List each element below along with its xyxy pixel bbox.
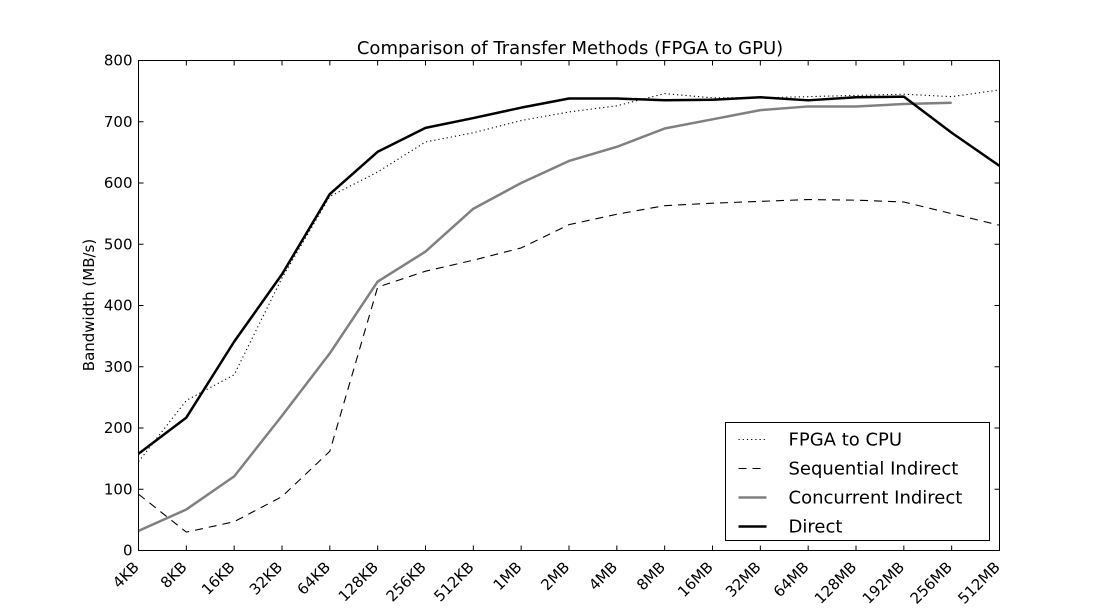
legend-label-2: Concurrent Indirect <box>789 488 963 509</box>
x-tick-label: 128KB <box>335 558 382 605</box>
series-line-2 <box>137 101 952 533</box>
x-tick-label: 1MB <box>490 558 526 594</box>
legend-box <box>725 422 990 541</box>
y-tick-label: 500 <box>104 235 133 253</box>
y-tick-label: 100 <box>104 480 133 498</box>
legend: FPGA to CPU Sequential Indirect Concurrent… <box>725 422 990 541</box>
x-tick-label: 32MB <box>722 558 765 601</box>
x-tick-label: 32KB <box>246 558 286 598</box>
x-tick-label: 256KB <box>383 558 430 605</box>
series-layer <box>137 89 1001 533</box>
legend-label-0: FPGA to CPU <box>789 430 903 451</box>
y-tick-label: 600 <box>104 174 133 192</box>
y-tick-label: 800 <box>104 52 133 70</box>
x-tick-label: 4MB <box>585 558 621 594</box>
y-axis: 0 100 200 300 400 500 600 700 800 <box>104 52 1000 560</box>
y-tick-label: 700 <box>104 113 133 131</box>
x-tick-label: 256MB <box>907 558 956 607</box>
x-tick-label: 8MB <box>633 558 669 594</box>
x-tick-label: 2MB <box>537 558 573 594</box>
x-tick-label: 16KB <box>198 558 238 598</box>
series-line-3 <box>137 95 1001 455</box>
y-axis-label: Bandwidth (MB/s) <box>80 239 98 371</box>
legend-label-1: Sequential Indirect <box>789 459 959 480</box>
y-tick-label: 200 <box>104 419 133 437</box>
x-tick-label: 512MB <box>954 558 1003 607</box>
series-line-1 <box>138 198 1000 533</box>
x-tick-label: 16MB <box>674 558 717 601</box>
series-line-0 <box>138 89 1000 463</box>
legend-label-3: Direct <box>789 517 843 538</box>
y-tick-label: 300 <box>104 358 133 376</box>
x-tick-label: 128MB <box>811 558 860 607</box>
x-tick-label: 192MB <box>859 558 908 607</box>
x-tick-label: 8KB <box>157 558 191 592</box>
x-tick-label: 64MB <box>770 558 813 601</box>
chart-title: Comparison of Transfer Methods (FPGA to … <box>357 38 783 59</box>
x-tick-label: 4KB <box>109 558 143 592</box>
x-tick-label: 64KB <box>294 558 334 598</box>
y-tick-label: 0 <box>123 542 133 560</box>
y-tick-label: 400 <box>104 297 133 315</box>
x-tick-label: 512KB <box>430 558 477 605</box>
